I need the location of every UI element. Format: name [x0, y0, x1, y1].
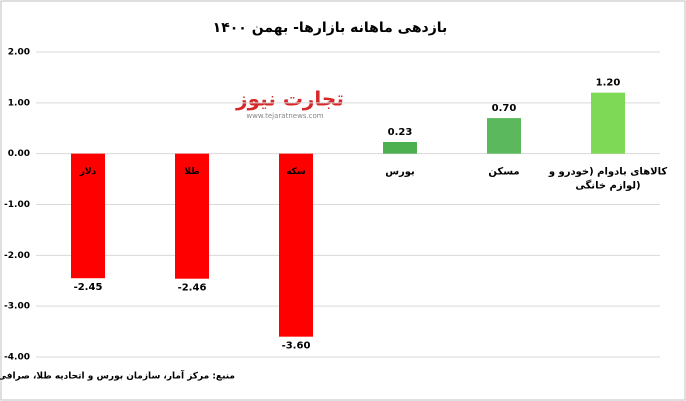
category-label: سکه	[286, 167, 306, 177]
value-label: -3.60	[282, 341, 311, 352]
watermark-logo: تجارت نیوز	[235, 87, 344, 111]
bar	[175, 153, 209, 279]
y-tick-label: 1.00	[8, 98, 30, 108]
y-tick-label: -1.00	[4, 200, 30, 210]
chart-title: بازدهی ماهانه بازارها- بهمن ۱۴۰۰	[213, 20, 448, 36]
y-tick-label: -2.00	[4, 251, 30, 261]
category-label: بورس	[385, 167, 415, 178]
category-label: طلا	[184, 167, 199, 177]
value-label: -2.46	[178, 283, 207, 294]
value-label: 0.70	[492, 103, 517, 114]
source-note: منبع: مرکز آمار، سازمان بورس و اتحادیه ط…	[0, 370, 235, 382]
watermark-url: www.tejaratnews.com	[246, 112, 323, 120]
y-tick-label: 2.00	[8, 48, 30, 58]
bar	[383, 141, 417, 154]
y-tick-label: -4.00	[4, 353, 30, 363]
y-tick-label: -3.00	[4, 302, 30, 312]
y-tick-label: 0.00	[8, 149, 30, 159]
bar	[279, 153, 313, 337]
value-label: 0.23	[388, 127, 413, 138]
bar	[591, 92, 625, 154]
bar	[487, 118, 521, 154]
category-label: کالاهای بادوام (خودرو و لوازم خانگی)	[548, 167, 667, 192]
value-label: 1.20	[596, 78, 621, 89]
bar	[71, 153, 105, 279]
category-label: مسکن	[488, 167, 519, 178]
value-label: -2.45	[74, 282, 103, 293]
category-label: دلار	[79, 167, 97, 177]
